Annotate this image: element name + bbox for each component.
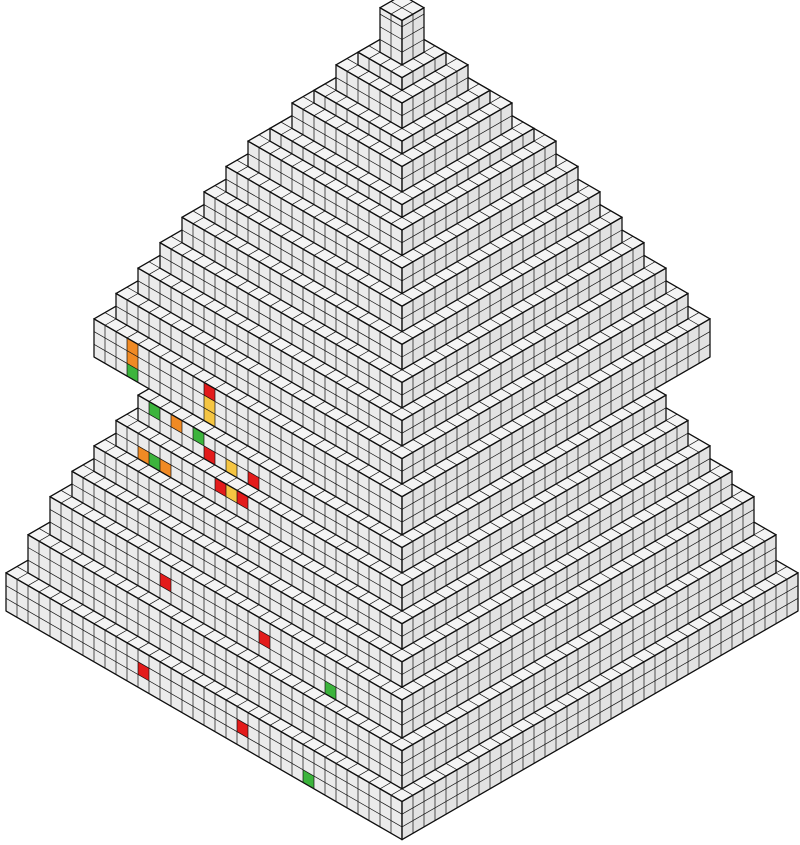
accent-cube: [325, 680, 336, 700]
accent-cube: [226, 458, 237, 478]
accent-cube: [237, 490, 248, 510]
accent-cube: [204, 395, 215, 415]
accent-cube: [160, 458, 171, 478]
accent-cube: [193, 426, 204, 446]
pyramid-layer: [378, 0, 426, 66]
accent-cube: [127, 363, 138, 383]
